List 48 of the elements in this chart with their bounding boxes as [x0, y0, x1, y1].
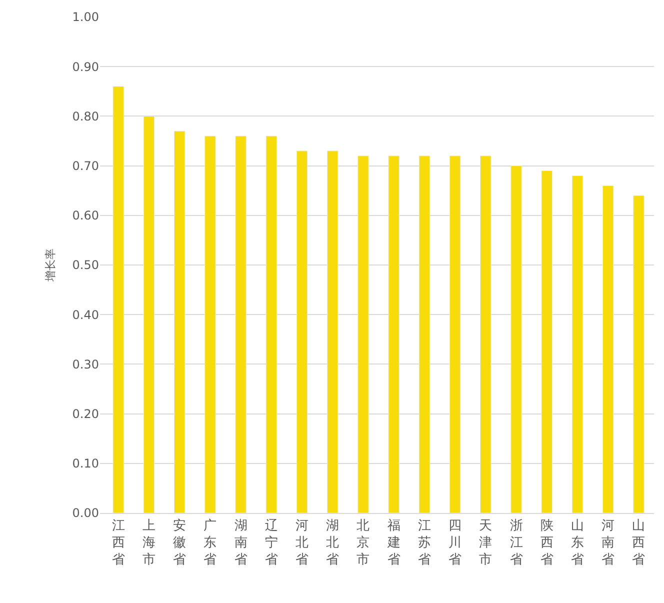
bar [388, 156, 400, 513]
x-tick-label: 福建省 [386, 518, 400, 568]
y-tick-label: 0.10 [72, 456, 99, 471]
bar [480, 156, 492, 513]
y-tick-label: 0.40 [72, 308, 99, 322]
x-tick-label: 上海市 [142, 518, 156, 568]
x-tick-label: 四川省 [448, 518, 462, 568]
y-tick-label: 0.20 [72, 407, 99, 421]
x-tick-label: 山西省 [632, 518, 646, 568]
bar [541, 170, 552, 513]
x-tick-label: 浙江省 [510, 518, 523, 568]
y-tick-label: 1.00 [72, 10, 99, 24]
x-tick-label: 江苏省 [418, 518, 431, 568]
bar [174, 130, 186, 513]
bar [633, 195, 644, 513]
y-axis-title: 增长率 [44, 248, 57, 282]
x-tick-label: 江西省 [112, 518, 125, 568]
bar [418, 156, 430, 513]
bar [266, 136, 278, 513]
bar [602, 185, 614, 513]
x-tick-label: 湖北省 [326, 518, 340, 568]
x-tick-label: 辽宁省 [264, 518, 278, 568]
bar [449, 156, 461, 513]
bar [112, 86, 124, 513]
x-tick-label: 陕西省 [540, 518, 554, 568]
bar [510, 166, 522, 513]
y-tick-label: 0.70 [72, 159, 99, 173]
x-tick-label: 天津市 [479, 518, 492, 568]
y-tick-label: 0.50 [72, 258, 99, 272]
x-tick-label: 安徽省 [173, 518, 186, 568]
y-tick-label: 0.30 [72, 357, 99, 372]
x-tick-label: 河南省 [602, 518, 615, 568]
y-tick-label: 0.90 [72, 60, 99, 74]
x-tick-label: 山东省 [570, 518, 584, 568]
bar [358, 156, 369, 513]
x-tick-label: 湖南省 [234, 518, 248, 568]
y-tick-label: 0.80 [72, 109, 99, 124]
x-tick-label: 北京市 [356, 518, 370, 568]
x-tick-label: 河北省 [296, 518, 309, 568]
bar [204, 136, 216, 513]
bar [296, 150, 308, 513]
bar [143, 116, 155, 513]
y-tick-label: 0.00 [72, 506, 99, 520]
y-tick-label: 0.60 [72, 208, 99, 223]
x-tick-label: 广东省 [204, 518, 217, 568]
bar [235, 136, 246, 513]
bar [327, 150, 338, 513]
bar [572, 175, 584, 513]
